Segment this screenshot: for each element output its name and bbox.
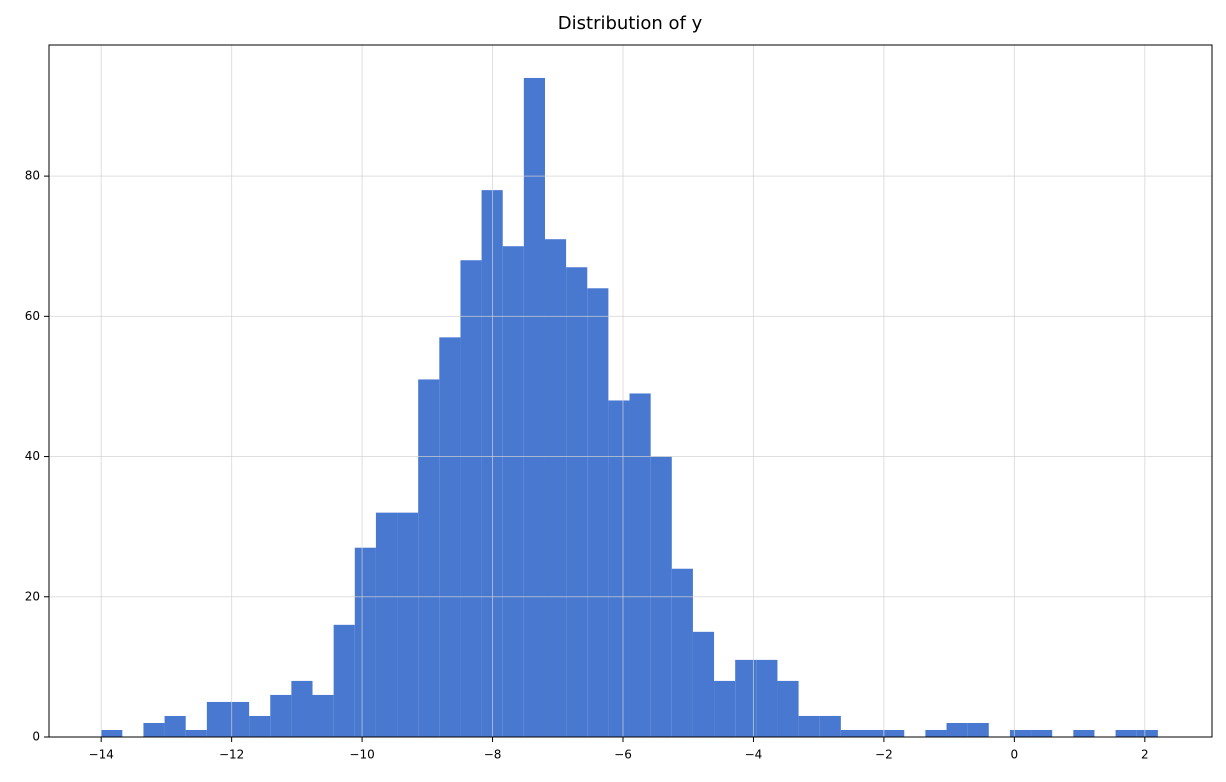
x-tick-label: −12 [219, 748, 244, 762]
bar [1009, 729, 1032, 737]
bar [227, 701, 250, 737]
x-tick-label: 2 [1141, 748, 1149, 762]
bar [418, 379, 440, 737]
bar [798, 715, 820, 737]
bar [861, 729, 884, 737]
bar [439, 337, 461, 737]
bar [270, 694, 292, 737]
bar [101, 729, 123, 737]
bar [819, 715, 841, 737]
bar [164, 715, 186, 737]
bar [185, 729, 207, 737]
bar [544, 239, 567, 737]
x-tick-label: −10 [349, 748, 374, 762]
bar [333, 624, 355, 737]
bar [354, 547, 376, 737]
y-tick-label: 0 [32, 730, 40, 744]
plot-frame [48, 44, 1213, 738]
y-tick-label: 40 [25, 449, 40, 463]
bar [375, 512, 398, 737]
bar [1031, 729, 1053, 737]
bar [291, 680, 313, 737]
bar [1136, 729, 1158, 737]
bar [206, 701, 228, 737]
bar [608, 400, 630, 737]
bar [967, 722, 989, 737]
bar [460, 260, 482, 737]
bar [714, 680, 736, 737]
bar [671, 568, 693, 737]
bar [397, 512, 419, 737]
bar [1115, 729, 1137, 737]
x-tick-label: −14 [89, 748, 114, 762]
bar [523, 77, 545, 737]
y-tick-label: 60 [25, 309, 40, 323]
bar [756, 659, 778, 737]
x-tick-label: −4 [745, 748, 763, 762]
bar [1073, 729, 1095, 737]
bar [840, 729, 862, 737]
bar [735, 659, 757, 737]
x-tick-label: −2 [875, 748, 893, 762]
bar [312, 694, 334, 737]
y-tick-label: 80 [25, 169, 40, 183]
bar [777, 680, 799, 737]
bar [143, 722, 165, 737]
bar [629, 393, 651, 737]
bar [692, 631, 715, 737]
x-tick-label: −8 [484, 748, 502, 762]
bar [883, 729, 905, 737]
bar [249, 715, 271, 737]
x-tick-label: −6 [614, 748, 632, 762]
bar [925, 729, 947, 737]
bar [566, 267, 588, 737]
y-tick-label: 20 [25, 589, 40, 603]
x-tick-label: 0 [1011, 748, 1019, 762]
bar [946, 722, 968, 737]
bar [502, 246, 524, 738]
bar [587, 288, 609, 737]
chart-title: Distribution of y [558, 13, 703, 34]
